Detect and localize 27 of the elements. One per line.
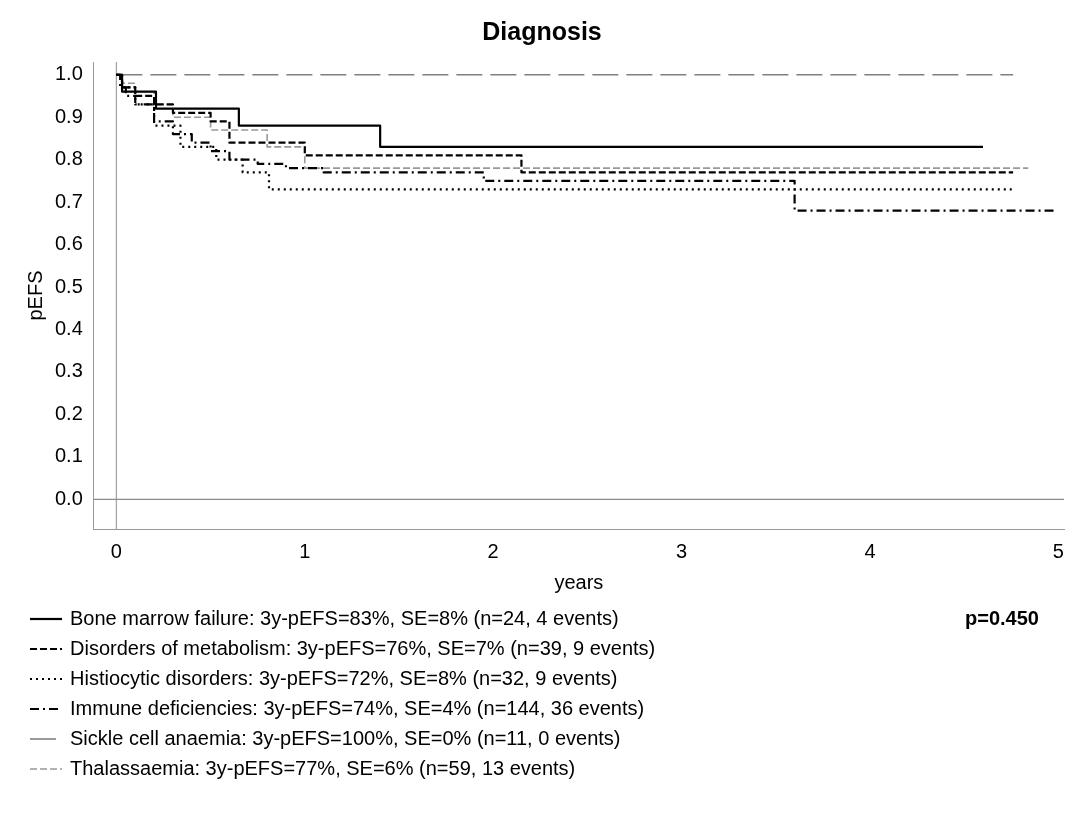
y-tick-label: 0.1 xyxy=(54,444,83,467)
legend-label: Thalassaemia: 3y-pEFS=77%, SE=6% (n=59, 13 events) xyxy=(70,756,576,779)
x-axis-title: years xyxy=(554,570,604,593)
y-tick-label: 0.9 xyxy=(54,104,83,127)
legend-label: Immune deficiencies: 3y-pEFS=74%, SE=4% (n=144, 36 events) xyxy=(70,696,645,719)
y-tick-label: 0.3 xyxy=(54,359,83,382)
legend-label: Disorders of metabolism: 3y-pEFS=76%, SE=7% (n=39, 9 events) xyxy=(70,636,656,659)
x-tick-label: 3 xyxy=(676,539,688,562)
x-tick-label: 0 xyxy=(110,539,122,562)
x-tick-label: 4 xyxy=(864,539,876,562)
x-tick-label: 2 xyxy=(487,539,499,562)
y-axis-title: pEFS xyxy=(23,270,46,321)
y-tick-label: 0.4 xyxy=(54,316,83,339)
x-tick-label: 5 xyxy=(1052,539,1064,562)
legend-label: Sickle cell anaemia: 3y-pEFS=100%, SE=0% (n=11, 0 events) xyxy=(70,726,621,749)
y-tick-label: 0.6 xyxy=(54,232,83,255)
legend-label: Bone marrow failure: 3y-pEFS=83%, SE=8% (n=24, 4 events) xyxy=(70,606,619,629)
y-tick-label: 0.5 xyxy=(54,274,83,297)
y-tick-label: 0.7 xyxy=(54,189,83,212)
text: p=0.450 xyxy=(965,606,1039,629)
y-tick-label: 0.0 xyxy=(54,486,83,509)
chart-title: Diagnosis xyxy=(482,16,602,45)
x-tick-label: 1 xyxy=(299,539,311,562)
y-tick-label: 0.2 xyxy=(54,401,83,424)
y-tick-label: 0.8 xyxy=(54,147,83,170)
legend-label: Histiocytic disorders: 3y-pEFS=72%, SE=8% (n=32, 9 events) xyxy=(70,666,618,689)
y-tick-label: 1.0 xyxy=(54,62,83,85)
